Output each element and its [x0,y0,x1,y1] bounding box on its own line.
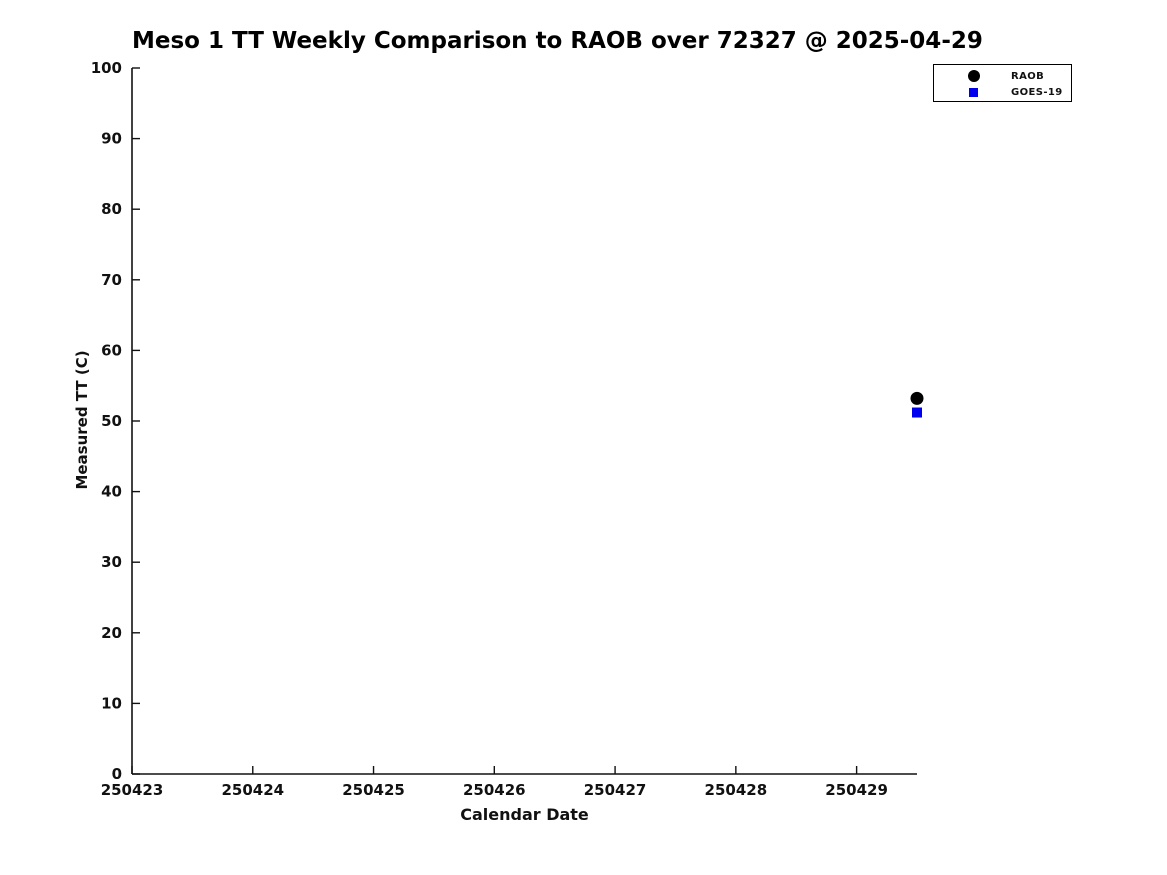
x-tick-label: 250429 [825,781,888,799]
x-tick-label: 250425 [342,781,405,799]
legend: RAOB GOES-19 [933,64,1072,102]
y-tick-label: 80 [101,200,122,218]
y-tick-label: 50 [101,412,122,430]
raob-circle-icon [967,70,980,82]
x-tick-label: 250427 [584,781,647,799]
chart-title: Meso 1 TT Weekly Comparison to RAOB over… [132,28,983,54]
y-tick-label: 100 [91,59,122,77]
goes19-marker-wrap [967,86,980,99]
y-tick-label: 60 [101,341,122,359]
y-tick-label: 20 [101,624,122,642]
y-tick-label: 70 [101,271,122,289]
goes19-square-icon [969,87,978,97]
x-tick-label: 250423 [101,781,164,799]
x-tick-label: 250426 [463,781,526,799]
legend-label-goes19: GOES-19 [1011,86,1063,98]
y-tick-label: 10 [101,694,122,712]
x-tick-label: 250424 [221,781,284,799]
y-tick-label: 0 [112,765,122,783]
raob-marker-wrap [967,70,980,83]
legend-label-raob: RAOB [1011,70,1045,82]
raob-data-point [910,391,924,405]
goes-19-data-point [912,407,922,418]
legend-item-raob: RAOB [934,68,1071,84]
x-tick-label: 250428 [705,781,768,799]
y-axis-label: Measured TT (C) [73,350,91,490]
y-tick-label: 90 [101,130,122,148]
legend-item-goes19: GOES-19 [934,84,1071,100]
x-axis-label: Calendar Date [460,805,589,824]
y-tick-label: 30 [101,553,122,571]
y-tick-label: 40 [101,483,122,501]
